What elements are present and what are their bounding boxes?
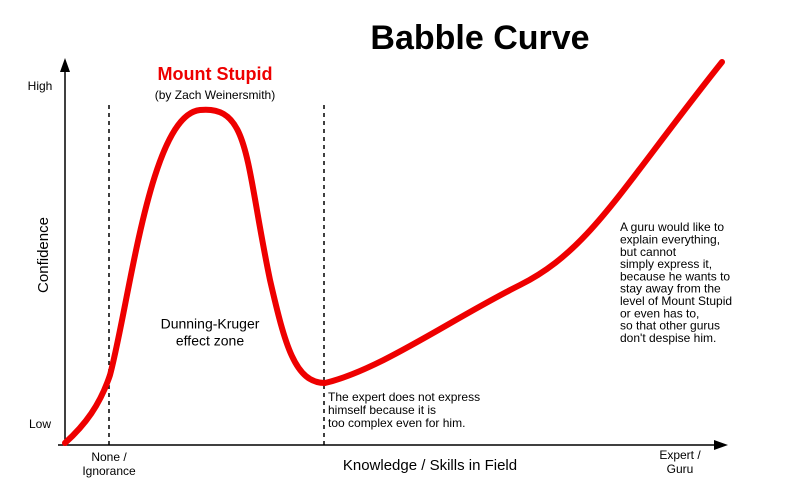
x-end: Expert / <box>659 448 701 462</box>
title: Babble Curve <box>370 19 589 57</box>
note-line: or even has to, <box>620 306 699 320</box>
curve <box>62 59 725 446</box>
x-start: None / <box>91 450 127 464</box>
x-label: Knowledge / Skills in Field <box>343 457 517 474</box>
y-arrow <box>60 58 70 72</box>
note-line: too complex even for him. <box>328 416 465 430</box>
x-arrow <box>714 440 728 450</box>
peak-label: Mount Stupid <box>158 64 273 84</box>
note-line: because he wants to <box>620 269 730 283</box>
note-line: simply express it, <box>620 257 712 271</box>
y-high: High <box>28 79 53 93</box>
note-line: so that other gurus <box>620 319 720 333</box>
zone-label: Dunning-Kruger <box>161 316 260 332</box>
note-line: The expert does not express <box>328 390 480 404</box>
y-low: Low <box>29 417 51 431</box>
note-line: but cannot <box>620 245 677 259</box>
note-line: don't despise him. <box>620 331 716 345</box>
note-line: stay away from the <box>620 282 721 296</box>
note-line: level of Mount Stupid <box>620 294 732 308</box>
y-label: Confidence <box>35 217 52 293</box>
note-line: A guru would like to <box>620 220 724 234</box>
note-line: explain everything, <box>620 232 720 246</box>
x-end: Guru <box>667 462 694 476</box>
zone-label: effect zone <box>176 333 244 349</box>
x-start: Ignorance <box>82 464 136 478</box>
peak-credit: (by Zach Weinersmith) <box>155 88 275 102</box>
note-line: himself because it is <box>328 403 436 417</box>
